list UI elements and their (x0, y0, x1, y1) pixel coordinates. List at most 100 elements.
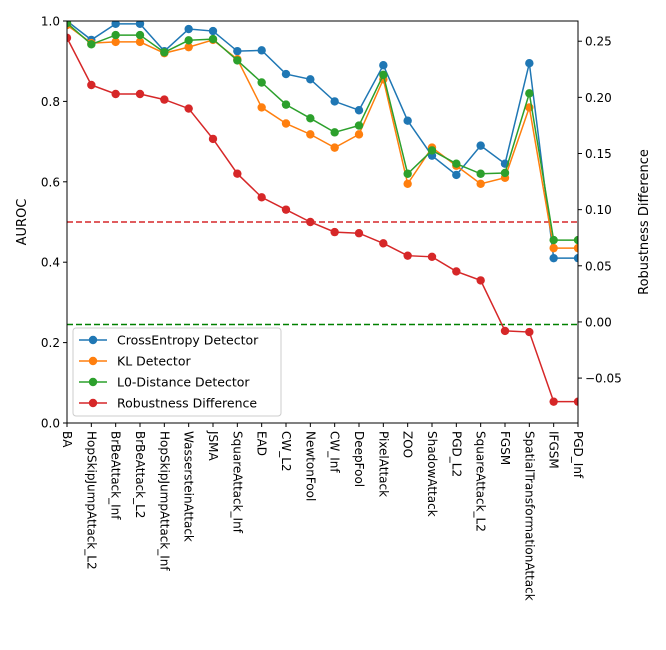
x-tick-label: BA (60, 431, 74, 448)
data-point (476, 276, 485, 285)
data-point (354, 130, 364, 139)
left-tick-label: 0.4 (41, 256, 60, 270)
x-tick-label: SquareAttack_L2 (474, 431, 488, 532)
data-point (525, 327, 534, 337)
series-2 (67, 21, 578, 245)
left-axis: 0.0 0.2 0.4 0.6 0.8 1.0 (41, 15, 67, 431)
data-point (160, 48, 169, 57)
x-tick-label: FGSM (498, 431, 512, 465)
data-point (257, 46, 266, 55)
data-point (427, 146, 437, 155)
x-tick-label: BrBeAttack_Inf (109, 431, 123, 520)
legend-item: L0-Distance Detector (79, 375, 250, 390)
data-point (184, 104, 193, 113)
legend-label: L0-Distance Detector (117, 375, 250, 390)
data-point (111, 89, 120, 99)
series-line (67, 21, 578, 259)
left-tick-label: 0.0 (41, 417, 60, 431)
data-point (330, 97, 339, 106)
series-line (67, 37, 578, 403)
data-point (379, 61, 388, 70)
data-point (87, 80, 96, 90)
legend-label: CrossEntropy Detector (117, 333, 259, 348)
series-line (67, 24, 578, 249)
data-point (281, 205, 291, 214)
data-point (525, 89, 534, 98)
x-tick-label: CW_Inf (328, 431, 342, 473)
data-point (281, 119, 291, 128)
data-point (233, 56, 242, 65)
legend-item: CrossEntropy Detector (79, 333, 259, 348)
x-tick-label: JSMA (206, 430, 220, 462)
data-point (135, 21, 145, 29)
data-point (257, 103, 266, 112)
legend-swatch-marker (88, 398, 98, 408)
data-point (306, 75, 315, 84)
data-point (208, 34, 218, 44)
legend: CrossEntropy Detector KL Detector L0-Dista… (72, 327, 282, 417)
data-point (184, 24, 193, 34)
x-tick-label: NewtonFool (303, 431, 317, 501)
data-point (233, 46, 242, 56)
right-tick-label: 0.10 (585, 203, 612, 217)
legend-item: KL Detector (79, 354, 191, 369)
data-point (184, 36, 193, 45)
data-point (525, 59, 534, 68)
x-tick-label: WassersteinAttack (182, 431, 196, 542)
data-point (330, 227, 339, 237)
data-point (330, 143, 339, 152)
data-point (257, 193, 266, 202)
x-tick-label: DeepFool (352, 431, 366, 487)
data-point (427, 252, 437, 262)
data-point (452, 267, 461, 276)
data-point (379, 239, 388, 248)
x-tick-label: PixelAttack (376, 431, 390, 497)
data-point (208, 26, 218, 36)
data-point (87, 40, 96, 49)
plot-frame (66, 20, 579, 424)
data-point (111, 21, 120, 29)
reference-lines (67, 221, 578, 326)
data-point (67, 21, 72, 28)
right-axis: −0.05 0.00 0.05 0.10 0.15 0.20 0.25 (578, 35, 622, 386)
legend-swatch-marker (88, 335, 98, 345)
left-tick-label: 1.0 (41, 15, 60, 29)
data-point (549, 235, 558, 245)
data-point (549, 243, 558, 253)
data-point (403, 169, 412, 178)
series-0 (67, 21, 578, 263)
data-point (281, 69, 291, 79)
data-point (573, 235, 578, 245)
left-tick-label: 0.6 (41, 175, 60, 189)
x-tick-label: SpatialTransformationAttack (522, 431, 536, 601)
x-tick-label: ShadowAttack (425, 431, 439, 517)
x-axis: BA HopSkipJumpAttack_L2 BrBeAttack_Inf BrBe… (60, 423, 585, 601)
data-point (476, 141, 485, 150)
data-point (306, 217, 315, 227)
series-3 (67, 33, 578, 406)
legend-box (72, 327, 282, 417)
x-tick-label: ZOO (401, 431, 415, 458)
left-tick-label: 0.8 (41, 95, 60, 109)
x-tick-label: HopSkipJumpAttack_L2 (84, 431, 98, 570)
data-point (354, 106, 364, 115)
data-point (184, 42, 193, 52)
data-point (452, 159, 461, 168)
data-point (573, 243, 578, 253)
data-point (281, 100, 291, 109)
x-tick-label: HopSkipJumpAttack_Inf (157, 431, 171, 571)
data-point (549, 397, 558, 406)
data-point (111, 30, 120, 40)
data-point (135, 30, 145, 40)
legend-label: KL Detector (117, 354, 191, 369)
x-tick-label: PGD_L2 (449, 431, 463, 477)
legend-label: Robustness Difference (117, 396, 257, 411)
series-layer (67, 21, 578, 406)
data-point (354, 229, 364, 238)
data-point (452, 170, 461, 180)
x-tick-label: EAD (255, 431, 269, 456)
data-point (67, 33, 72, 43)
data-point (500, 168, 510, 178)
data-point (306, 130, 315, 139)
